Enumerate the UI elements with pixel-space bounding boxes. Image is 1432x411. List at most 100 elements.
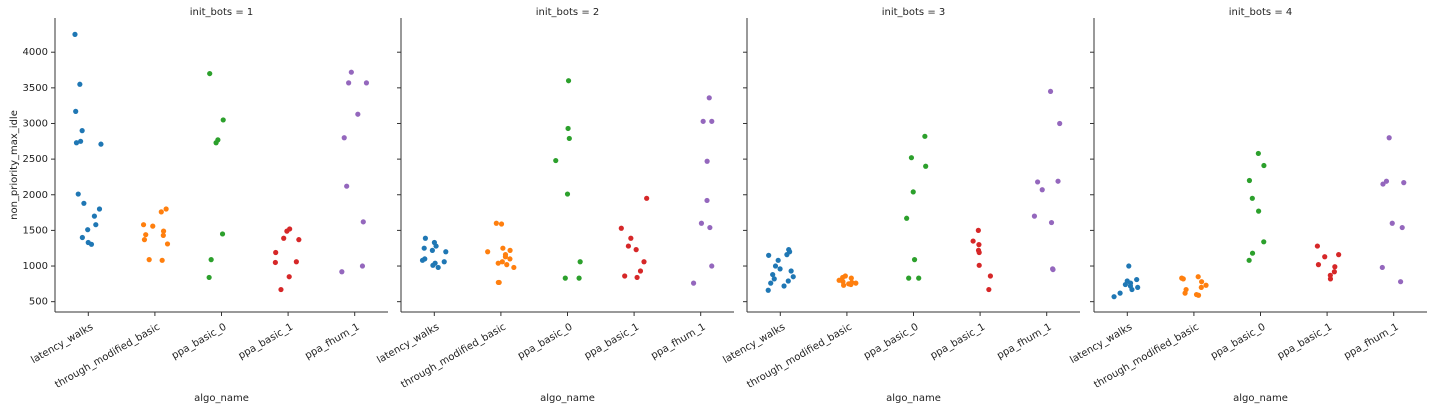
data-point [498, 221, 505, 227]
data-point [507, 247, 513, 253]
data-point [79, 128, 85, 134]
data-point [916, 275, 922, 281]
data-point [565, 125, 571, 132]
data-point [1332, 264, 1338, 270]
x-tick-label: ppa_fhum_1 [303, 322, 361, 362]
data-point [698, 220, 705, 226]
data-point [622, 273, 628, 279]
data-point [1050, 266, 1056, 273]
data-point [360, 219, 366, 225]
data-point [1195, 292, 1202, 298]
data-point [91, 213, 98, 219]
data-point [430, 262, 436, 268]
data-point [359, 263, 366, 269]
data-point [1035, 179, 1041, 185]
data-point [1246, 177, 1253, 184]
data-point [1327, 276, 1334, 282]
data-point [493, 220, 499, 226]
data-point [213, 140, 219, 146]
data-point [772, 263, 779, 269]
data-point [765, 287, 771, 293]
data-point [77, 81, 83, 87]
data-point [419, 257, 426, 263]
data-point [633, 247, 639, 253]
data-point [976, 262, 982, 268]
data-point [504, 262, 510, 268]
data-point [775, 257, 781, 263]
x-tick-label: through_modified_basic [53, 322, 162, 391]
data-point [986, 286, 992, 293]
data-point [853, 280, 859, 286]
data-point [1135, 284, 1141, 291]
data-point [625, 243, 632, 249]
data-point [1383, 178, 1390, 184]
x-tick-label: latency_walks [1068, 322, 1134, 366]
data-point [841, 282, 847, 288]
data-point [81, 200, 87, 206]
data-point [770, 271, 776, 278]
data-point [911, 257, 918, 263]
x-tick-label: latency_walks [721, 322, 787, 366]
data-point [1331, 269, 1337, 275]
data-point [1401, 180, 1407, 186]
data-point [499, 259, 505, 265]
data-point [848, 275, 854, 281]
y-tick-label: 2500 [23, 154, 48, 165]
data-point [495, 260, 501, 266]
data-point [910, 189, 916, 195]
x-axis-label: algo_name [886, 393, 941, 404]
data-point [284, 228, 290, 234]
data-point [922, 133, 928, 139]
y-tick-label: 500 [29, 297, 48, 308]
data-point [511, 264, 517, 271]
y-tick-label: 1500 [23, 225, 48, 236]
data-point [96, 206, 103, 212]
data-point [1057, 120, 1063, 127]
data-point [709, 263, 715, 269]
data-point [970, 238, 976, 244]
x-tick-label: ppa_fhum_1 [649, 322, 707, 362]
data-point [1182, 290, 1188, 296]
data-point [207, 70, 213, 77]
x-tick-label: ppa_basic_1 [929, 322, 987, 362]
x-tick-label: ppa_basic_0 [1209, 322, 1267, 362]
data-point [618, 225, 624, 231]
data-point [500, 245, 506, 251]
data-point [1111, 294, 1117, 300]
data-point [784, 252, 790, 258]
data-point [164, 241, 171, 247]
data-point [1322, 254, 1328, 260]
data-point [906, 275, 912, 281]
data-point [1126, 263, 1132, 269]
data-point [485, 249, 491, 255]
facet-title: init_bots = 2 [536, 7, 600, 18]
facet-title: init_bots = 4 [1229, 7, 1293, 18]
data-point [976, 242, 982, 248]
x-tick-label: ppa_basic_0 [516, 322, 574, 362]
data-point [281, 235, 287, 241]
data-point [341, 135, 347, 141]
data-point [441, 259, 447, 265]
data-point [976, 249, 982, 256]
data-point [344, 183, 350, 189]
data-point [293, 259, 299, 265]
data-point [707, 224, 713, 231]
data-point [88, 241, 95, 247]
x-axis-label: algo_name [1233, 393, 1288, 404]
data-point [219, 231, 226, 237]
data-point [150, 223, 156, 229]
data-point [1256, 208, 1262, 214]
x-tick-label: ppa_fhum_1 [1342, 322, 1400, 362]
data-point [1199, 279, 1205, 285]
data-point [1047, 88, 1054, 95]
data-point [1198, 284, 1204, 291]
data-point [1336, 252, 1342, 258]
data-point [553, 157, 559, 164]
data-point [1122, 281, 1128, 288]
x-tick-label: through_modified_basic [399, 322, 508, 391]
data-point [768, 280, 774, 286]
data-point [272, 259, 278, 266]
data-point [286, 274, 292, 280]
x-tick-label: through_modified_basic [1092, 322, 1201, 391]
